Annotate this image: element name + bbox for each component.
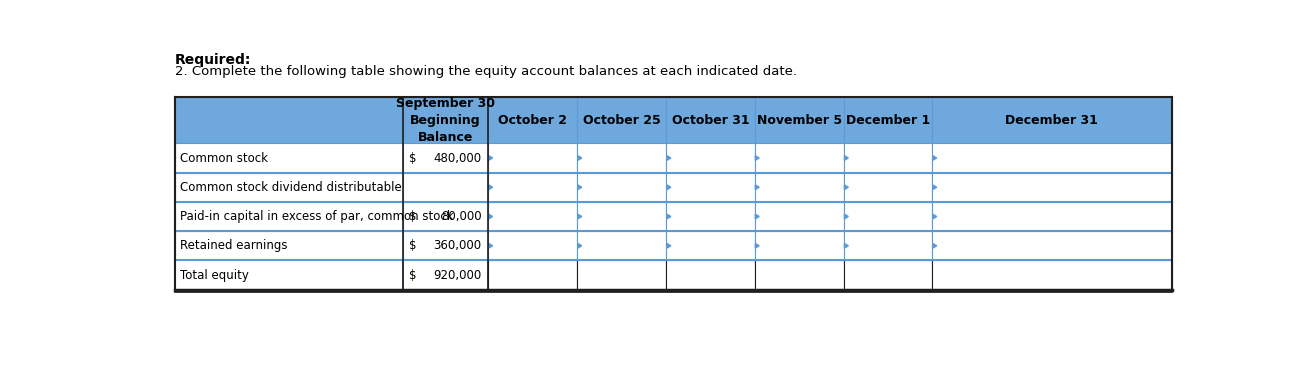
Bar bbox=[403, 143, 488, 172]
Bar bbox=[488, 261, 577, 290]
Bar bbox=[488, 202, 577, 231]
Bar bbox=[932, 231, 1172, 261]
Bar bbox=[754, 261, 844, 290]
Bar bbox=[844, 172, 932, 202]
Bar bbox=[666, 172, 754, 202]
Polygon shape bbox=[756, 156, 760, 160]
Bar bbox=[174, 143, 403, 172]
Polygon shape bbox=[756, 214, 760, 219]
Bar bbox=[754, 231, 844, 261]
Polygon shape bbox=[666, 185, 670, 190]
Text: $: $ bbox=[409, 152, 416, 164]
Bar bbox=[488, 97, 577, 143]
Text: Total equity: Total equity bbox=[180, 269, 248, 281]
Bar bbox=[488, 143, 577, 172]
Bar bbox=[932, 143, 1172, 172]
Polygon shape bbox=[489, 214, 492, 219]
Bar bbox=[174, 261, 403, 290]
Text: Required:: Required: bbox=[174, 53, 251, 67]
Bar bbox=[174, 97, 403, 143]
Polygon shape bbox=[933, 214, 937, 219]
Bar bbox=[844, 202, 932, 231]
Text: 80,000: 80,000 bbox=[441, 210, 482, 223]
Polygon shape bbox=[933, 156, 937, 160]
Bar bbox=[577, 261, 666, 290]
Bar bbox=[754, 143, 844, 172]
Text: December 1: December 1 bbox=[846, 114, 930, 127]
Bar bbox=[666, 231, 754, 261]
Polygon shape bbox=[756, 243, 760, 248]
Polygon shape bbox=[845, 185, 849, 190]
Bar bbox=[577, 143, 666, 172]
Bar bbox=[844, 143, 932, 172]
Polygon shape bbox=[933, 185, 937, 190]
Bar bbox=[844, 97, 932, 143]
Bar bbox=[754, 172, 844, 202]
Polygon shape bbox=[489, 185, 492, 190]
Bar bbox=[577, 97, 666, 143]
Polygon shape bbox=[666, 214, 670, 219]
Bar bbox=[403, 97, 488, 143]
Bar bbox=[754, 202, 844, 231]
Polygon shape bbox=[666, 156, 670, 160]
Bar bbox=[488, 231, 577, 261]
Bar bbox=[174, 172, 403, 202]
Text: December 31: December 31 bbox=[1005, 114, 1098, 127]
Polygon shape bbox=[845, 243, 849, 248]
Bar bbox=[403, 261, 488, 290]
Polygon shape bbox=[577, 243, 581, 248]
Bar bbox=[577, 202, 666, 231]
Polygon shape bbox=[756, 185, 760, 190]
Polygon shape bbox=[577, 214, 581, 219]
Polygon shape bbox=[666, 243, 670, 248]
Bar bbox=[403, 202, 488, 231]
Bar bbox=[174, 202, 403, 231]
Bar bbox=[403, 172, 488, 202]
Bar bbox=[577, 231, 666, 261]
Bar bbox=[844, 231, 932, 261]
Bar bbox=[666, 261, 754, 290]
Text: September 30
Beginning
Balance: September 30 Beginning Balance bbox=[396, 97, 495, 144]
Text: Common stock dividend distributable: Common stock dividend distributable bbox=[180, 181, 401, 194]
Bar bbox=[577, 172, 666, 202]
Text: October 2: October 2 bbox=[499, 114, 567, 127]
Text: Retained earnings: Retained earnings bbox=[180, 239, 287, 252]
Text: Common stock: Common stock bbox=[180, 152, 268, 164]
Polygon shape bbox=[489, 156, 492, 160]
Bar bbox=[844, 261, 932, 290]
Text: 360,000: 360,000 bbox=[434, 239, 482, 252]
Bar bbox=[754, 97, 844, 143]
Polygon shape bbox=[845, 156, 849, 160]
Text: $: $ bbox=[409, 239, 416, 252]
Text: Paid-in capital in excess of par, common stock: Paid-in capital in excess of par, common… bbox=[180, 210, 453, 223]
Bar bbox=[932, 97, 1172, 143]
Bar bbox=[403, 231, 488, 261]
Text: October 25: October 25 bbox=[583, 114, 660, 127]
Text: October 31: October 31 bbox=[672, 114, 749, 127]
Bar bbox=[488, 172, 577, 202]
Bar bbox=[932, 202, 1172, 231]
Text: 480,000: 480,000 bbox=[434, 152, 482, 164]
Bar bbox=[666, 97, 754, 143]
Bar bbox=[932, 172, 1172, 202]
Polygon shape bbox=[577, 156, 581, 160]
Text: November 5: November 5 bbox=[757, 114, 842, 127]
Bar bbox=[932, 261, 1172, 290]
Bar bbox=[666, 143, 754, 172]
Polygon shape bbox=[933, 243, 937, 248]
Polygon shape bbox=[577, 185, 581, 190]
Text: 2. Complete the following table showing the equity account balances at each indi: 2. Complete the following table showing … bbox=[174, 65, 796, 78]
Text: $: $ bbox=[409, 210, 416, 223]
Text: 920,000: 920,000 bbox=[433, 269, 482, 281]
Text: $: $ bbox=[409, 269, 416, 281]
Bar bbox=[666, 202, 754, 231]
Bar bbox=[174, 231, 403, 261]
Polygon shape bbox=[845, 214, 849, 219]
Polygon shape bbox=[489, 243, 492, 248]
